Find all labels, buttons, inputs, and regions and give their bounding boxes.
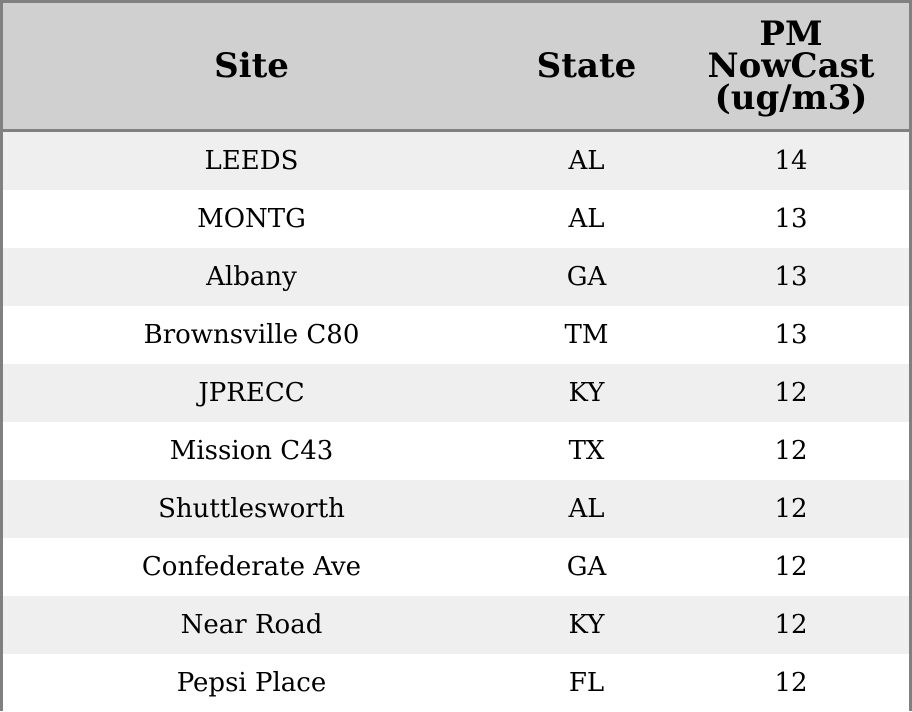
cell-state: KY [500,364,673,422]
header-pm-nowcast: PM NowCast (ug/m3) [673,3,909,131]
cell-pm: 12 [673,364,909,422]
table-row: Mission C43 TX 12 [3,422,909,480]
table-row: Confederate Ave GA 12 [3,538,909,596]
cell-site: Mission C43 [3,422,500,480]
cell-state: TX [500,422,673,480]
cell-pm: 14 [673,131,909,191]
table-row: MONTG AL 13 [3,190,909,248]
table-row: LEEDS AL 14 [3,131,909,191]
cell-pm: 12 [673,422,909,480]
cell-pm: 12 [673,480,909,538]
cell-state: AL [500,480,673,538]
table-row: JPRECC KY 12 [3,364,909,422]
cell-state: KY [500,596,673,654]
cell-site: JPRECC [3,364,500,422]
header-state: State [500,3,673,131]
data-table: Site State PM NowCast (ug/m3) LEEDS AL 1… [3,3,909,712]
cell-pm: 13 [673,306,909,364]
cell-site: LEEDS [3,131,500,191]
cell-pm: 13 [673,190,909,248]
header-row: Site State PM NowCast (ug/m3) [3,3,909,131]
cell-site: Pepsi Place [3,654,500,712]
cell-state: GA [500,248,673,306]
table-header: Site State PM NowCast (ug/m3) [3,3,909,131]
cell-site: Confederate Ave [3,538,500,596]
cell-state: GA [500,538,673,596]
table-body: LEEDS AL 14 MONTG AL 13 Albany GA 13 Bro… [3,131,909,712]
table-row: Albany GA 13 [3,248,909,306]
cell-pm: 12 [673,596,909,654]
cell-site: Brownsville C80 [3,306,500,364]
table-row: Pepsi Place FL 12 [3,654,909,712]
table-row: Brownsville C80 TM 13 [3,306,909,364]
cell-pm: 12 [673,654,909,712]
cell-site: Shuttlesworth [3,480,500,538]
cell-site: MONTG [3,190,500,248]
cell-pm: 12 [673,538,909,596]
cell-site: Albany [3,248,500,306]
cell-state: AL [500,131,673,191]
cell-state: TM [500,306,673,364]
cell-site: Near Road [3,596,500,654]
table-row: Shuttlesworth AL 12 [3,480,909,538]
cell-state: FL [500,654,673,712]
cell-state: AL [500,190,673,248]
table-row: Near Road KY 12 [3,596,909,654]
header-pm-line-3: (ug/m3) [673,82,909,114]
cell-pm: 13 [673,248,909,306]
header-site: Site [3,3,500,131]
